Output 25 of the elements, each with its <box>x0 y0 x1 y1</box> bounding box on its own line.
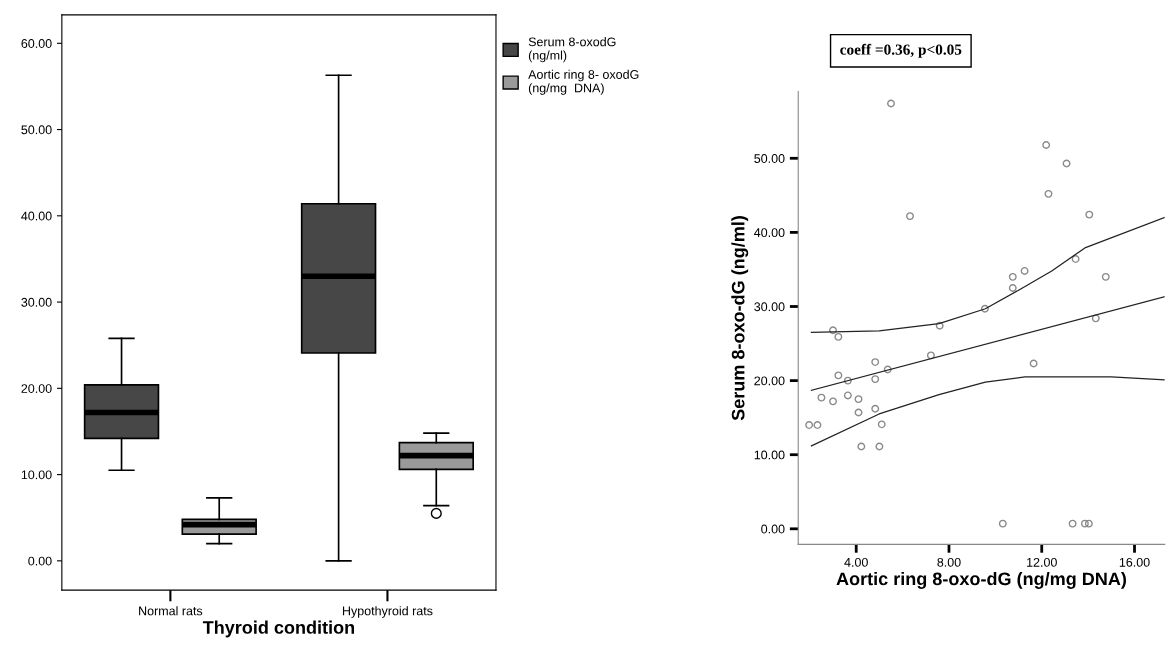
y-axis-title: Serum 8-oxo-dG (ng/ml) <box>731 216 749 421</box>
x-tick-label: Hypothyroid rats <box>342 606 433 618</box>
legend-label: Serum 8-oxodG (ng/ml) <box>528 37 616 63</box>
y-tick-label: 0.00 <box>761 524 785 534</box>
x-tick-label: Normal rats <box>139 606 203 616</box>
x-tick-label: 16.00 <box>1119 557 1150 567</box>
y-tick-label: 40.00 <box>754 228 785 238</box>
text: coeff =0.36, p<0.05 <box>840 43 962 58</box>
y-tick-label: 30.00 <box>21 297 52 307</box>
y-tick-label: 10.00 <box>21 470 52 480</box>
x-tick-label: 12.00 <box>1027 557 1057 567</box>
y-tick-label: 50.00 <box>754 154 785 163</box>
y-tick-label: 0.00 <box>28 556 52 566</box>
x-axis-title: Thyroid condition <box>202 620 355 638</box>
legend-label: Aortic ring 8- oxodG (ng/mg DNA) <box>528 69 639 95</box>
y-tick-label: 60.00 <box>21 39 52 48</box>
x-axis-title: Aortic ring 8-oxo-dG (ng/mg DNA) <box>836 572 1126 589</box>
x-tick-label: 8.00 <box>937 557 961 567</box>
x-tick-label: 4.00 <box>844 557 868 567</box>
y-tick-label: 40.00 <box>21 211 52 221</box>
y-tick-label: 20.00 <box>754 376 785 386</box>
y-tick-label: 30.00 <box>754 302 785 312</box>
y-tick-label: 20.00 <box>21 384 52 393</box>
y-tick-label: 50.00 <box>21 125 52 135</box>
y-tick-label: 10.00 <box>754 450 785 460</box>
